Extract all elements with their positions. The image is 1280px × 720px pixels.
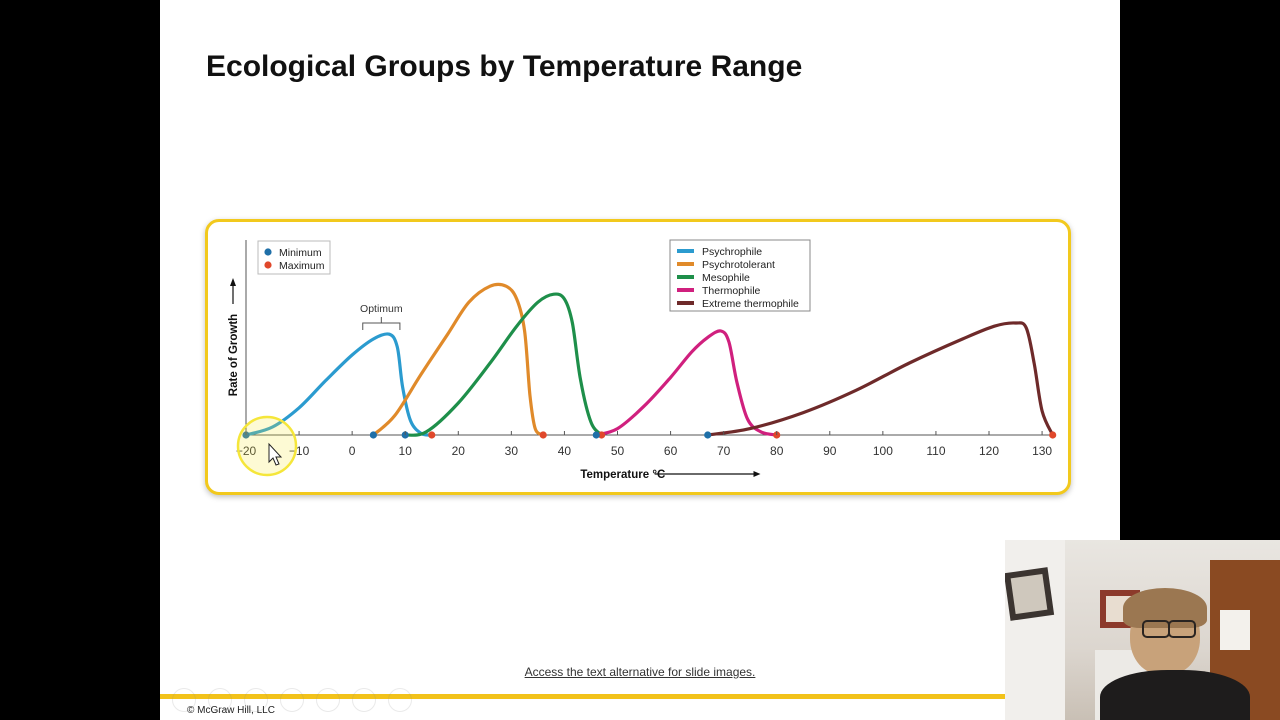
series-legend-label: Mesophile: [702, 272, 750, 284]
x-tick-label: 90: [823, 444, 837, 458]
chart-frame: −20 −10 0 10 20 30 40 50 60 70 80 90 100 110 120 130 Te…: [205, 219, 1071, 495]
optimum-annotation-label: Optimum: [360, 303, 403, 315]
curve-psychrotolerant: [371, 282, 545, 437]
marker-legend-box: [257, 240, 331, 275]
maximum-marker-psychrophile: [428, 431, 436, 439]
footer-bar: [160, 694, 1120, 699]
maximum-marker-mesophile: [597, 431, 606, 439]
copy-icon[interactable]: [316, 688, 340, 712]
y-axis-arrow-head: [230, 278, 236, 286]
pen-icon[interactable]: [280, 688, 304, 712]
x-tick-label: 0: [349, 444, 356, 458]
player-controls[interactable]: [172, 688, 412, 712]
x-tick-label: 40: [558, 444, 572, 458]
marker-legend-swatch: [264, 248, 272, 256]
x-tick-label: 70: [717, 444, 731, 458]
slide-title: Ecological Groups by Temperature Range: [206, 50, 803, 83]
next-icon[interactable]: [244, 688, 268, 712]
x-tick-label: 50: [611, 444, 625, 458]
maximum-marker-extreme-thermophile: [1049, 431, 1057, 439]
more-icon[interactable]: [388, 688, 412, 712]
marker-legend-swatch: [264, 261, 272, 269]
text-alternative-link[interactable]: Access the text alternative for slide im…: [524, 665, 756, 679]
curve-extreme-thermophile: [706, 321, 1055, 437]
series-legend-label: Thermophile: [702, 285, 761, 297]
x-tick-label: 100: [873, 444, 893, 458]
curve-mesophile: [403, 292, 604, 437]
series-legend-label: Psychrophile: [702, 246, 762, 258]
y-axis-label: Rate of Growth: [228, 314, 240, 396]
x-axis-arrow-head: [753, 471, 761, 477]
curve-thermophile: [594, 329, 779, 437]
maximum-marker-psychrotolerant: [539, 431, 547, 439]
mouse-cursor-icon: [268, 442, 283, 466]
series-legend-label: Extreme thermophile: [702, 298, 799, 310]
x-tick-label: 10: [399, 444, 413, 458]
optimum-bracket: [362, 317, 401, 330]
minimum-marker-extreme-thermophile: [704, 431, 712, 439]
webcam-feed: [1005, 540, 1280, 720]
marker-legend-label: Minimum: [279, 247, 322, 259]
x-tick-label: 30: [505, 444, 519, 458]
x-tick-label: 20: [452, 444, 466, 458]
x-tick-label: 60: [664, 444, 678, 458]
x-tick-label: 120: [979, 444, 999, 458]
x-axis-label: Temperature °C: [580, 469, 665, 481]
x-tick-label: 130: [1032, 444, 1052, 458]
play-icon[interactable]: [208, 688, 232, 712]
previous-icon[interactable]: [172, 688, 196, 712]
minimum-marker-thermophile: [592, 431, 600, 439]
zoom-icon[interactable]: [352, 688, 376, 712]
curve-psychrophile: [244, 332, 434, 437]
growth-temperature-chart: −20 −10 0 10 20 30 40 50 60 70 80 90 100 110 120 130 Te…: [228, 239, 1057, 481]
x-tick-label: −20: [236, 444, 257, 458]
minimum-marker-psychrotolerant: [369, 431, 377, 439]
marker-legend-label: Maximum: [279, 260, 325, 272]
highlight-circle: [236, 415, 298, 477]
x-tick-label: 110: [926, 444, 945, 458]
series-legend-label: Psychrotolerant: [702, 259, 775, 271]
x-tick-label: 80: [770, 444, 784, 458]
copyright: © McGraw Hill, LLC: [187, 705, 275, 716]
slide: Ecological Groups by Temperature Range −…: [160, 0, 1120, 720]
